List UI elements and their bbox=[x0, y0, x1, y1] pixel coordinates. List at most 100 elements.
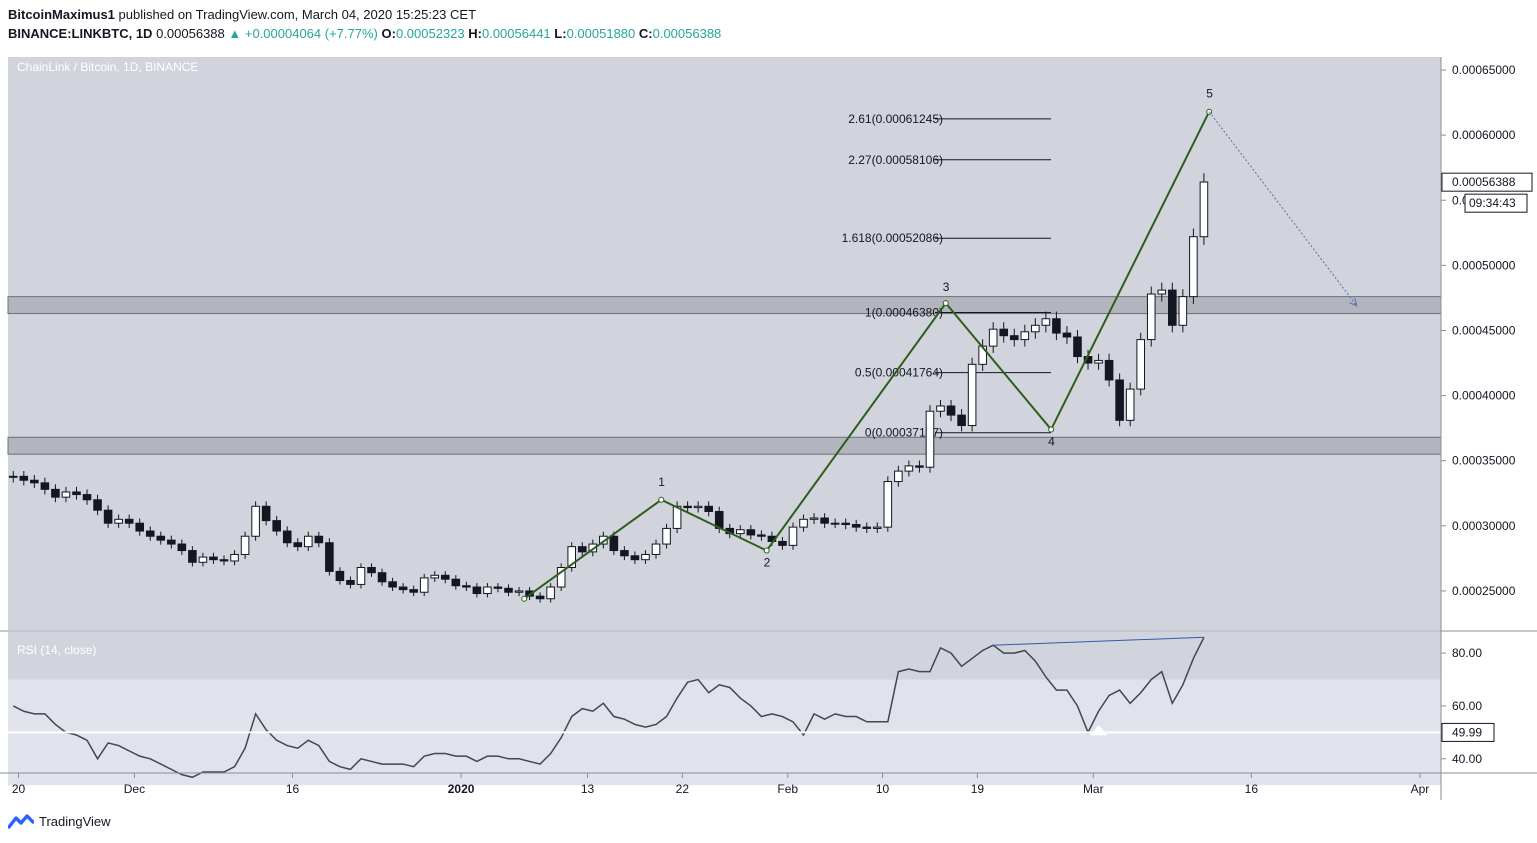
candle-body bbox=[325, 542, 334, 572]
time-tick-label: 2020 bbox=[448, 782, 475, 796]
time-tick-label: Apr bbox=[1411, 782, 1430, 796]
elliott-waves[interactable]: 1 2 3 4 5 bbox=[521, 87, 1358, 602]
candle-body bbox=[82, 494, 92, 501]
close-value: 0.00056388 bbox=[652, 26, 722, 41]
candle-body bbox=[30, 479, 39, 484]
candle-body bbox=[967, 363, 977, 427]
candle-body bbox=[693, 505, 703, 509]
time-tick-label: 13 bbox=[581, 782, 595, 796]
candle-body bbox=[472, 586, 482, 595]
high-label: H: bbox=[468, 26, 482, 41]
candle-body bbox=[778, 540, 787, 546]
rsi-current-label: 49.99 bbox=[1452, 725, 1482, 739]
candle-body bbox=[219, 559, 229, 562]
rsi-divergence-line bbox=[993, 636, 1204, 646]
support-zone bbox=[7, 436, 1442, 455]
candle-body bbox=[1094, 359, 1103, 364]
candle-body bbox=[346, 580, 355, 585]
candle-body bbox=[609, 535, 619, 552]
candle-body bbox=[504, 587, 513, 593]
candle-body bbox=[1104, 359, 1114, 381]
candle-body bbox=[251, 505, 260, 537]
time-tick-label: Mar bbox=[1083, 782, 1104, 796]
rsi-current-tag bbox=[1441, 722, 1495, 742]
candle-body bbox=[272, 520, 281, 532]
candle-body bbox=[188, 550, 197, 563]
current-price-label: 0.00056388 bbox=[1452, 175, 1516, 189]
candle-body bbox=[124, 518, 134, 524]
ohlc-legend: BINANCE:LINKBTC, 1D 0.00056388 ▲ +0.0000… bbox=[8, 26, 721, 41]
rsi-title: RSI (14, close) bbox=[17, 643, 96, 657]
projection-line bbox=[1208, 111, 1358, 307]
candle-body bbox=[19, 475, 29, 481]
candle-body bbox=[1125, 388, 1135, 421]
tradingview-logo-icon bbox=[8, 814, 34, 829]
candle-body bbox=[851, 524, 861, 528]
countdown-label: 09:34:43 bbox=[1469, 196, 1516, 210]
candle-body bbox=[335, 570, 345, 582]
publish-info: BitcoinMaximus1 published on TradingView… bbox=[8, 7, 476, 22]
price-tick-label: 0.00025000 bbox=[1452, 584, 1516, 598]
fib-level-label: 1(0.00046380) bbox=[865, 306, 943, 320]
open-label: O: bbox=[381, 26, 396, 41]
candle-body bbox=[662, 527, 671, 545]
wave-point bbox=[1048, 426, 1055, 433]
fib-level-label: 0(0.00037147) bbox=[865, 426, 943, 440]
candle-body bbox=[599, 535, 608, 545]
price-tick-label: 0.00035000 bbox=[1452, 454, 1516, 468]
candle-body bbox=[736, 529, 745, 535]
time-tick-label: 20 bbox=[12, 782, 26, 796]
candle-body bbox=[1041, 318, 1051, 326]
candle-body bbox=[999, 328, 1009, 337]
price-pane[interactable] bbox=[8, 57, 1441, 630]
wave-point bbox=[763, 547, 770, 554]
rsi-tick-label: 80.00 bbox=[1452, 646, 1482, 660]
candle-body bbox=[209, 556, 218, 561]
candle-body bbox=[925, 410, 935, 468]
published-text: published on TradingView.com, March 04, … bbox=[118, 7, 477, 22]
footer-brand[interactable]: TradingView bbox=[39, 813, 111, 829]
candle-body bbox=[282, 530, 292, 544]
fib-level-label: 1.618(0.00052086) bbox=[842, 231, 943, 245]
candle-body bbox=[588, 543, 598, 553]
wave-point bbox=[658, 496, 665, 503]
candles bbox=[8, 173, 1209, 603]
candle-body bbox=[419, 577, 429, 593]
candle-body bbox=[367, 566, 376, 574]
candle-body bbox=[862, 526, 872, 529]
wave-path bbox=[523, 111, 1211, 600]
price-tick-label: 0.00045000 bbox=[1452, 323, 1516, 337]
axes: 0.000650000.000600000.000550000.00050000… bbox=[0, 57, 1537, 800]
candle-body bbox=[946, 405, 956, 416]
wave-label: 5 bbox=[1206, 87, 1213, 101]
candle-body bbox=[820, 517, 829, 524]
author-name[interactable]: BitcoinMaximus1 bbox=[8, 7, 115, 22]
fibonacci-levels[interactable]: 2.61(0.00061245) 2.27(0.00058106) 1.618(0.… bbox=[842, 112, 1052, 440]
candle-body bbox=[40, 482, 50, 490]
rsi-indicator bbox=[8, 636, 1441, 779]
candle-body bbox=[556, 566, 566, 588]
candle-body bbox=[641, 553, 650, 561]
candle-body bbox=[8, 475, 18, 478]
candle-body bbox=[177, 543, 187, 552]
rsi-tick-label: 40.00 bbox=[1452, 752, 1482, 766]
candle-body bbox=[841, 522, 850, 526]
time-tick-label: 19 bbox=[971, 782, 985, 796]
candle-body bbox=[440, 574, 450, 580]
candle-body bbox=[1020, 331, 1030, 341]
candle-body bbox=[430, 574, 440, 579]
wave-point bbox=[521, 595, 528, 602]
open-value: 0.00052323 bbox=[395, 26, 465, 41]
candle-body bbox=[620, 550, 629, 557]
candle-body bbox=[198, 556, 208, 563]
candle-body bbox=[103, 509, 113, 524]
time-tick-label: 16 bbox=[1245, 782, 1259, 796]
candle-body bbox=[61, 491, 71, 498]
candle-body bbox=[1146, 293, 1156, 341]
price-tick-label: 0.00065000 bbox=[1452, 63, 1516, 77]
candle-body bbox=[1168, 289, 1177, 326]
candle-body bbox=[514, 590, 524, 593]
candle-body bbox=[409, 589, 418, 593]
candle-body bbox=[230, 553, 239, 562]
